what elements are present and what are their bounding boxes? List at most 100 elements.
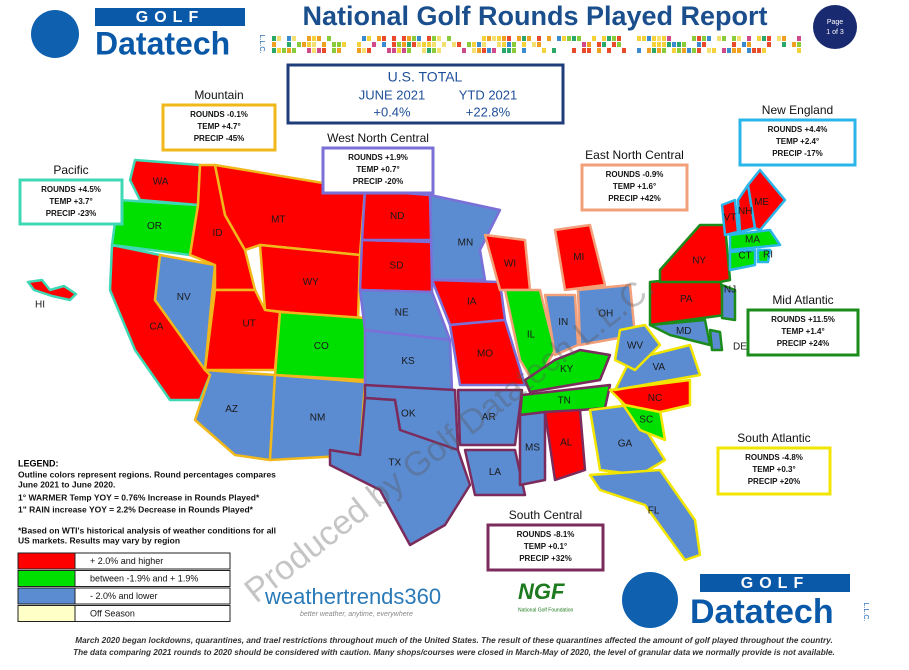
pixel: [582, 48, 586, 53]
pixel: [507, 36, 511, 41]
pixel: [292, 48, 296, 53]
legend-note: 1" RAIN increase YOY = 2.2% Decrease in …: [18, 504, 254, 514]
pixel: [412, 42, 416, 47]
pixel: [537, 36, 541, 41]
pixel: [402, 48, 406, 53]
pixel: [447, 36, 451, 41]
pixel: [662, 36, 666, 41]
pixel: [742, 42, 746, 47]
us-total-box: [286, 63, 565, 125]
pixel: [697, 48, 701, 53]
pixel-band: [272, 36, 801, 53]
pixel: [277, 36, 281, 41]
pixel: [482, 48, 486, 53]
pixel: [432, 48, 436, 53]
region-name: Mid Atlantic: [772, 293, 833, 307]
pixel: [317, 48, 321, 53]
state-label: CT: [738, 251, 751, 262]
pixel: [487, 36, 491, 41]
pixel: [342, 42, 346, 47]
pixel: [432, 36, 436, 41]
pixel: [522, 48, 526, 53]
pixel: [372, 42, 376, 47]
pixel: [432, 42, 436, 47]
state-label: SC: [639, 415, 653, 426]
legend-label: Off Season: [90, 608, 135, 618]
logo-top: GOLF: [136, 9, 204, 26]
region-stat: PRECIP -45%: [194, 134, 245, 143]
pixel: [657, 36, 661, 41]
region-stat: PRECIP -20%: [353, 177, 404, 186]
pixel: [307, 48, 311, 53]
pixel: [517, 36, 521, 41]
region-stat: ROUNDS +1.9%: [348, 153, 408, 162]
state: [728, 228, 782, 252]
header-logo: GOLF Datatech L.L.C.: [31, 8, 265, 61]
pixel: [777, 36, 781, 41]
state-label: TN: [558, 395, 571, 406]
region-name: West North Central: [327, 131, 429, 145]
state: [428, 193, 502, 282]
pixel: [272, 48, 276, 53]
legend-note: US markets. Results may vary by region: [18, 535, 180, 545]
pixel: [747, 48, 751, 53]
pixel: [522, 42, 526, 47]
state-label: VA: [652, 362, 665, 373]
pixel: [337, 42, 341, 47]
region-box: [716, 446, 832, 496]
page-badge: [813, 5, 857, 49]
pixel: [747, 42, 751, 47]
state-label: KY: [560, 364, 574, 375]
state-label: SD: [390, 261, 404, 272]
legend-note: Outline colors represent regions. Round …: [18, 469, 276, 479]
pixel: [322, 42, 326, 47]
pixel: [722, 36, 726, 41]
state-label: WV: [627, 341, 643, 352]
region-name: East North Central: [585, 148, 684, 162]
state-label: MO: [477, 348, 493, 359]
state-label: CA: [150, 322, 164, 333]
pixel: [732, 36, 736, 41]
pixel: [427, 36, 431, 41]
pixel: [672, 48, 676, 53]
legend-swatch: [17, 587, 76, 605]
state: [746, 168, 787, 232]
ngf-tag: National Golf Foundation: [518, 607, 574, 613]
region-name: Mountain: [194, 88, 243, 102]
pixel: [792, 42, 796, 47]
pixel: [502, 36, 506, 41]
pixel: [467, 42, 471, 47]
pixel: [337, 48, 341, 53]
pixel: [312, 36, 316, 41]
pixel: [417, 36, 421, 41]
region-stat: ROUNDS +11.5%: [771, 315, 835, 324]
region-stat: PRECIP +20%: [748, 477, 801, 486]
pixel: [307, 36, 311, 41]
pixel: [392, 48, 396, 53]
pixel: [682, 48, 686, 53]
state-label: ND: [390, 211, 404, 222]
state-label: IN: [558, 317, 568, 328]
state-label: KS: [401, 356, 415, 367]
legend-label-box: [74, 587, 231, 605]
pixel: [587, 42, 591, 47]
pixel: [312, 48, 316, 53]
pixel: [367, 48, 371, 53]
region-stat: ROUNDS -8.1%: [517, 530, 575, 539]
region-box: [738, 118, 857, 167]
pixel: [482, 42, 486, 47]
region-stat: ROUNDS +4.5%: [41, 185, 101, 194]
pixel: [407, 36, 411, 41]
pixel: [607, 36, 611, 41]
state-label: ID: [213, 228, 223, 239]
pixel: [422, 42, 426, 47]
pixel: [282, 48, 286, 53]
pixel: [507, 42, 511, 47]
pixel: [762, 48, 766, 53]
state-label: OR: [147, 221, 162, 232]
pixel: [612, 36, 616, 41]
pixel: [757, 48, 761, 53]
region-stat: PRECIP +24%: [777, 339, 830, 348]
pixel: [317, 36, 321, 41]
